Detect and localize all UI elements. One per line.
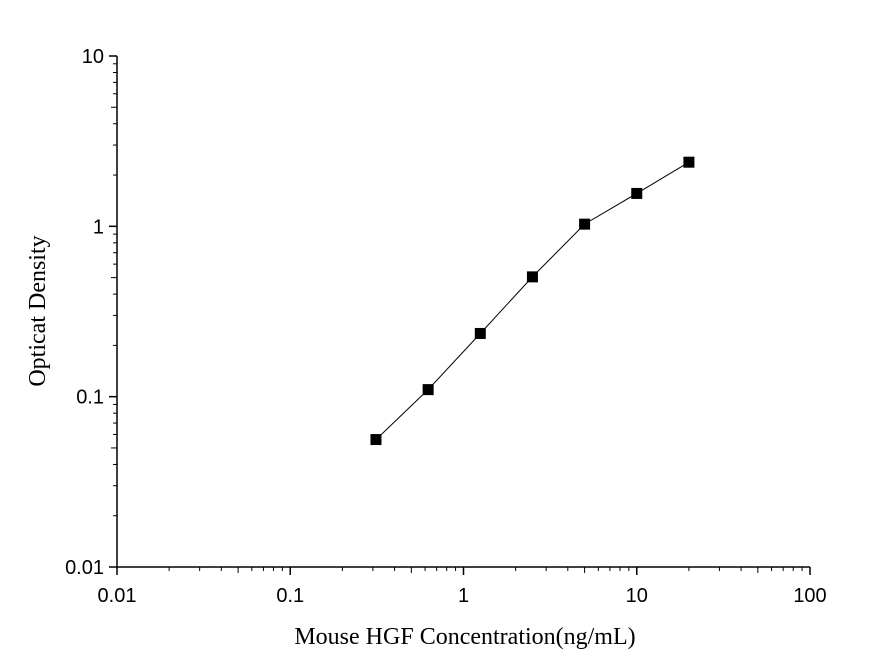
data-point [631, 187, 643, 199]
axis-ticks [109, 55, 811, 575]
data-point [422, 384, 434, 396]
y-tick-label: 0.1 [76, 387, 104, 409]
series-layer [370, 156, 695, 446]
data-point [683, 156, 695, 168]
x-tick-label: 1 [458, 585, 469, 607]
x-tick-labels: 0.01 0.1 1 10 100 [98, 585, 827, 607]
y-tick-label: 0.01 [65, 557, 104, 579]
data-point [579, 218, 591, 230]
x-tick-label: 0.01 [98, 585, 137, 607]
y-tick-label: 10 [82, 46, 104, 68]
plot-axes [116, 56, 810, 568]
data-point [474, 327, 486, 339]
x-tick-label: 100 [793, 585, 826, 607]
data-point [370, 434, 382, 446]
x-tick-label: 10 [626, 585, 648, 607]
x-tick-label: 0.1 [276, 585, 304, 607]
series-line [375, 161, 690, 440]
y-axis-title: Opticat Density [25, 235, 51, 386]
y-tick-labels: 0.01 0.1 1 10 [65, 46, 104, 579]
data-point [526, 271, 538, 283]
y-tick-label: 1 [93, 216, 104, 238]
x-axis-title: Mouse HGF Concentration(ng/mL) [294, 624, 635, 650]
